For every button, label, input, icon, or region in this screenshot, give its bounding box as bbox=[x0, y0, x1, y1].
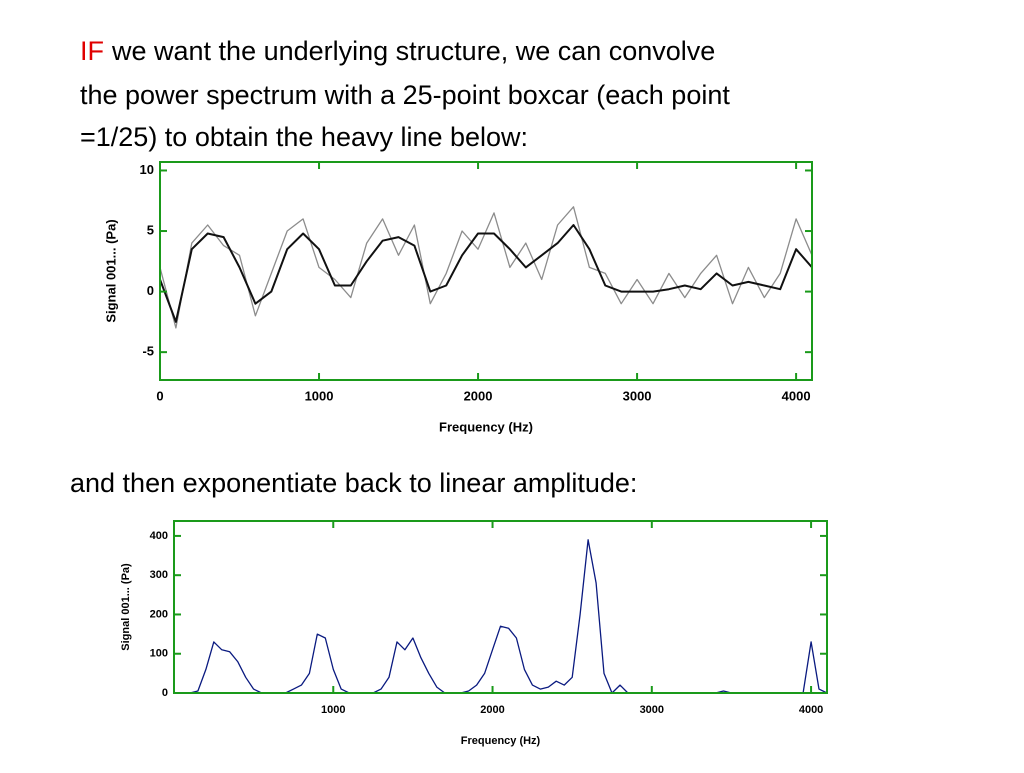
plot-area bbox=[174, 521, 827, 693]
y-tick-label: 0 bbox=[147, 283, 154, 298]
series-line bbox=[159, 206, 813, 329]
x-tick-label: 4000 bbox=[782, 388, 811, 403]
x-tick-label: 1000 bbox=[321, 704, 345, 716]
text-line: =1/25) to obtain the heavy line below: bbox=[80, 122, 528, 152]
y-tick-label: 400 bbox=[150, 530, 168, 542]
series-line bbox=[159, 224, 813, 323]
x-axis-label: Frequency (Hz) bbox=[461, 735, 541, 747]
y-tick-label: -5 bbox=[142, 344, 154, 359]
y-tick-label: 0 bbox=[162, 687, 168, 699]
x-axis-label: Frequency (Hz) bbox=[439, 419, 533, 434]
plot-area bbox=[160, 162, 812, 380]
y-axis-label: Signal 001... (Pa) bbox=[103, 219, 118, 322]
x-tick-label: 2000 bbox=[480, 704, 504, 716]
plot-frame bbox=[159, 161, 813, 381]
x-tick-label: 0 bbox=[156, 388, 163, 403]
y-tick-label: 100 bbox=[150, 648, 168, 660]
y-axis-label: Signal 001... (Pa) bbox=[120, 563, 132, 651]
x-tick-label: 1000 bbox=[305, 388, 334, 403]
y-tick-label: 300 bbox=[150, 569, 168, 581]
lead: IF bbox=[80, 36, 104, 66]
x-tick-label: 3000 bbox=[623, 388, 652, 403]
x-tick-label: 3000 bbox=[640, 704, 664, 716]
y-tick-label: 10 bbox=[140, 162, 154, 177]
x-tick-label: 4000 bbox=[799, 704, 823, 716]
text-line: the power spectrum with a 25-point boxca… bbox=[80, 80, 730, 110]
plot-frame bbox=[173, 520, 828, 694]
text-line: IF we want the underlying structure, we c… bbox=[80, 36, 715, 66]
text-line: and then exponentiate back to linear amp… bbox=[70, 468, 637, 498]
line-text: we want the underlying structure, we can… bbox=[111, 36, 715, 66]
y-tick-label: 200 bbox=[150, 608, 168, 620]
x-tick-label: 2000 bbox=[464, 388, 493, 403]
y-tick-label: 5 bbox=[147, 222, 154, 237]
